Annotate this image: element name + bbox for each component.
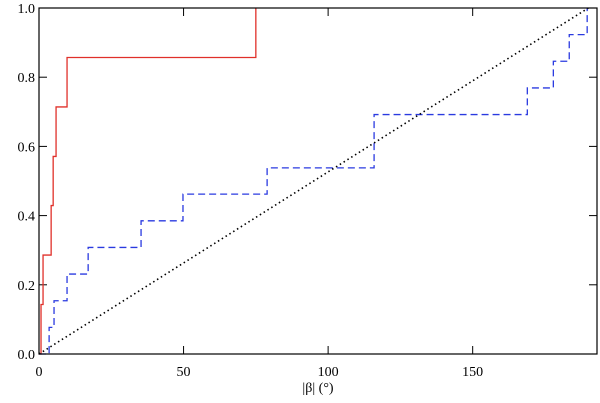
plot-frame <box>38 7 598 355</box>
x-tick-label: 0 <box>36 365 43 380</box>
y-tick-label: 0.0 <box>18 348 36 363</box>
x-axis-label: |β| (°) <box>302 381 333 396</box>
y-tick-label: 0.4 <box>18 210 36 225</box>
y-tick-label: 0.2 <box>18 279 36 294</box>
y-tick-label: 0.8 <box>18 71 36 86</box>
x-tick-label: 150 <box>462 365 483 380</box>
y-tick-label: 0.6 <box>18 140 36 155</box>
y-tick-label: 1.0 <box>18 2 36 17</box>
step-line <box>38 7 589 355</box>
x-tick-label: 50 <box>177 365 191 380</box>
step-line <box>39 8 257 355</box>
x-tick-label: 100 <box>318 365 339 380</box>
step-line <box>39 8 588 355</box>
